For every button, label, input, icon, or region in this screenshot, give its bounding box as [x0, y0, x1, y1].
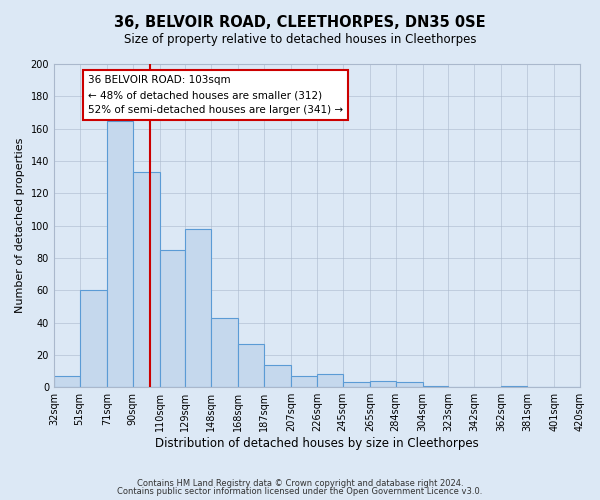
Text: Contains HM Land Registry data © Crown copyright and database right 2024.: Contains HM Land Registry data © Crown c… — [137, 478, 463, 488]
Bar — [54, 376, 80, 387]
Bar — [317, 374, 343, 387]
Bar — [160, 250, 185, 387]
Bar — [238, 344, 264, 387]
Bar — [80, 290, 107, 387]
Bar — [133, 172, 160, 387]
Bar — [370, 380, 395, 387]
Text: Size of property relative to detached houses in Cleethorpes: Size of property relative to detached ho… — [124, 32, 476, 46]
Bar — [185, 229, 211, 387]
Bar — [502, 386, 527, 387]
X-axis label: Distribution of detached houses by size in Cleethorpes: Distribution of detached houses by size … — [155, 437, 479, 450]
Bar — [395, 382, 423, 387]
Y-axis label: Number of detached properties: Number of detached properties — [15, 138, 25, 314]
Bar — [107, 120, 133, 387]
Bar — [264, 364, 291, 387]
Text: Contains public sector information licensed under the Open Government Licence v3: Contains public sector information licen… — [118, 487, 482, 496]
Bar — [343, 382, 370, 387]
Text: 36, BELVOIR ROAD, CLEETHORPES, DN35 0SE: 36, BELVOIR ROAD, CLEETHORPES, DN35 0SE — [114, 15, 486, 30]
Bar — [211, 318, 238, 387]
Text: 36 BELVOIR ROAD: 103sqm
← 48% of detached houses are smaller (312)
52% of semi-d: 36 BELVOIR ROAD: 103sqm ← 48% of detache… — [88, 76, 343, 115]
Bar — [423, 386, 448, 387]
Bar — [291, 376, 317, 387]
